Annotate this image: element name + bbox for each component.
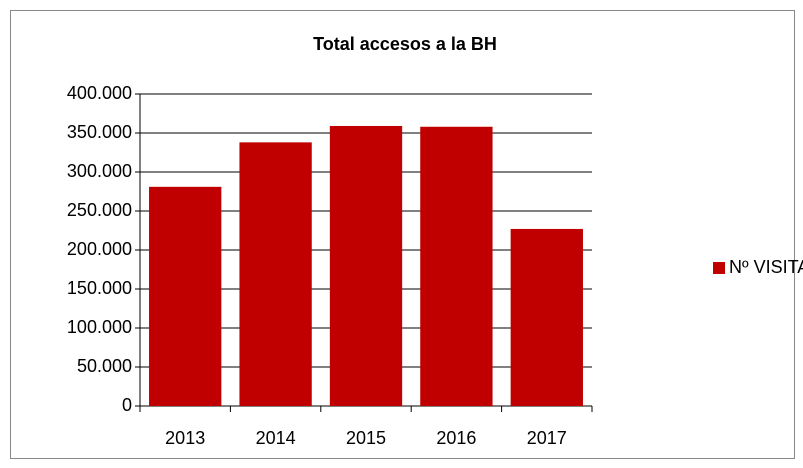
chart-title: Total accesos a la BH: [313, 34, 497, 54]
y-tick-label: 400.000: [67, 83, 132, 103]
bar: [149, 186, 222, 406]
legend-swatch: [713, 262, 725, 274]
bar: [510, 228, 583, 406]
y-tick-label: 100.000: [67, 317, 132, 337]
y-tick-label: 150.000: [67, 278, 132, 298]
x-tick-label: 2015: [346, 428, 386, 448]
legend-label: Nº VISITAS: [729, 257, 803, 277]
x-tick-label: 2017: [527, 428, 567, 448]
y-tick-label: 250.000: [67, 200, 132, 220]
y-tick-label: 0: [122, 395, 132, 415]
x-tick-label: 2016: [436, 428, 476, 448]
y-tick-label: 200.000: [67, 239, 132, 259]
chart-frame: [10, 10, 795, 459]
y-tick-label: 300.000: [67, 161, 132, 181]
y-tick-label: 50.000: [77, 356, 132, 376]
x-tick-label: 2013: [165, 428, 205, 448]
bar: [239, 142, 312, 407]
x-tick-label: 2014: [256, 428, 296, 448]
bar: [420, 126, 493, 406]
bar: [329, 125, 403, 406]
y-tick-label: 350.000: [67, 122, 132, 142]
